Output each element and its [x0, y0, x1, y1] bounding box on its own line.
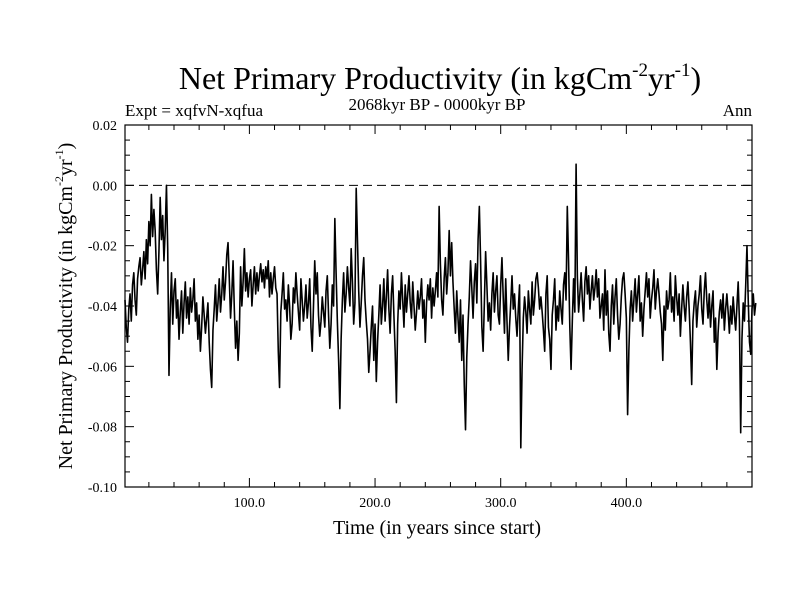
plot-frame [124, 124, 753, 488]
x-tick-label: 300.0 [485, 496, 517, 511]
chart-title-mid: yr [648, 60, 675, 96]
y-tick-label: -0.02 [88, 240, 117, 255]
chart-title: Net Primary Productivity (in kgCm-2yr-1) [179, 60, 701, 96]
chart-title-sup2: -1 [675, 60, 691, 81]
y-tick-label: -0.06 [88, 360, 117, 375]
y-tick-label: -0.08 [88, 421, 117, 436]
subtitle-experiment: Expt = xqfvN-xqfua [125, 101, 263, 120]
y-tick-label: 0.00 [93, 179, 118, 194]
y-axis-label: Net Primary Productivity (in kgCm-2yr-1) [52, 143, 77, 470]
chart-title-end: ) [690, 60, 701, 96]
y-axis-label-mid: yr [55, 159, 77, 176]
x-tick-label: 200.0 [359, 496, 391, 511]
subtitle-period: 2068kyr BP - 0000kyr BP [349, 95, 526, 114]
chart-title-sup1: -2 [632, 60, 648, 81]
x-axis-label: Time (in years since start) [333, 517, 541, 539]
y-tick-label: -0.04 [88, 300, 117, 315]
x-tick-label: 100.0 [234, 496, 266, 511]
y-axis-label-main: Net Primary Productivity (in kgCm [55, 186, 77, 470]
chart-title-main: Net Primary Productivity (in kgCm [179, 60, 632, 96]
y-tick-label: 0.02 [93, 119, 118, 134]
subtitle-season: Ann [723, 101, 753, 120]
x-tick-label: 400.0 [611, 496, 643, 511]
y-axis-label-end: ) [55, 143, 77, 150]
y-axis-label-sup2: -1 [52, 149, 66, 159]
y-tick-label: -0.10 [88, 481, 117, 496]
y-axis-label-sup1: -2 [52, 176, 66, 186]
npp-series-line [124, 163, 757, 449]
axis-ticks: 0.02 0.00 -0.02 -0.04 -0.06 -0.08 -0.10 100.0 20… [88, 119, 752, 511]
